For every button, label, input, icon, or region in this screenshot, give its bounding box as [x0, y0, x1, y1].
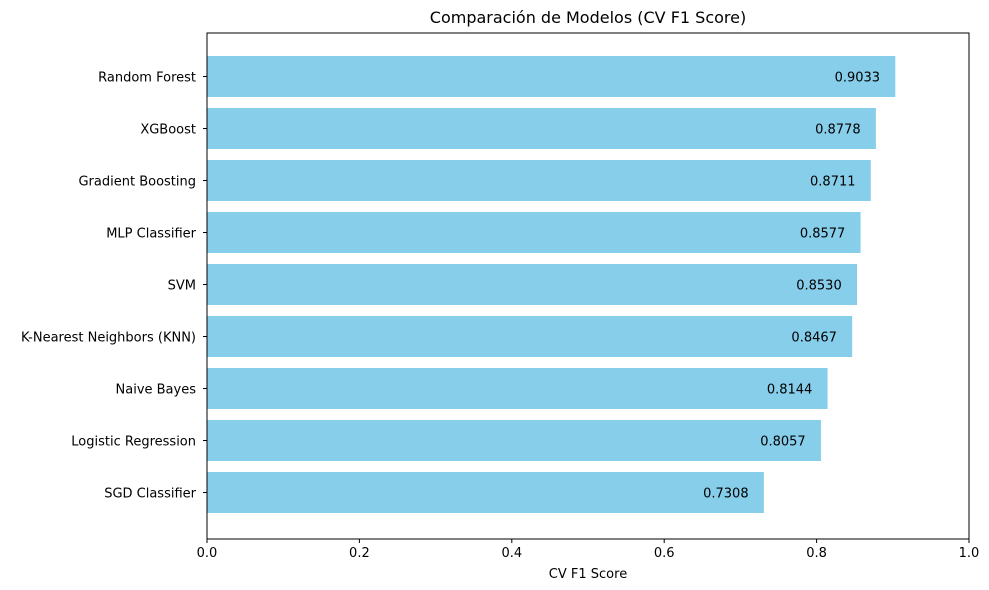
- category-label: SVM: [168, 279, 196, 294]
- ticks-layer: Random Forest XGBoost Gradient Boosting MLP…: [21, 71, 979, 562]
- value-label: 0.8530: [796, 279, 842, 294]
- chart-title: Comparación de Modelos (CV F1 Score): [430, 8, 746, 27]
- x-tick-label: 0.2: [349, 546, 370, 561]
- category-label: K-Nearest Neighbors (KNN): [21, 331, 196, 346]
- value-label: 0.8778: [815, 123, 861, 138]
- bar: [207, 472, 764, 513]
- category-label: MLP Classifier: [106, 227, 196, 242]
- bar: [207, 316, 853, 357]
- value-label: 0.8711: [810, 175, 856, 190]
- bar: [207, 420, 821, 461]
- bar: [207, 56, 896, 97]
- x-tick-label: 0.4: [501, 546, 522, 561]
- x-tick-label: 0.8: [806, 546, 827, 561]
- bar: [207, 212, 861, 253]
- category-label: XGBoost: [140, 123, 196, 138]
- x-tick-label: 0.0: [197, 546, 218, 561]
- bar: [207, 160, 871, 201]
- value-label: 0.8144: [767, 383, 813, 398]
- category-label: SGD Classifier: [104, 487, 196, 502]
- x-tick-label: 0.6: [654, 546, 675, 561]
- category-label: Random Forest: [98, 71, 196, 86]
- bar: [207, 368, 828, 409]
- value-label: 0.8577: [800, 227, 846, 242]
- bars-layer: [207, 56, 896, 513]
- value-label: 0.7308: [703, 487, 749, 502]
- category-label: Gradient Boosting: [78, 175, 196, 190]
- value-label: 0.9033: [835, 71, 881, 86]
- value-label: 0.8467: [791, 331, 837, 346]
- category-label: Naive Bayes: [116, 383, 197, 398]
- value-label: 0.8057: [760, 435, 806, 450]
- plot-frame: [206, 32, 970, 540]
- category-label: Logistic Regression: [71, 435, 196, 450]
- bar: [207, 264, 857, 305]
- x-tick-label: 1.0: [959, 546, 980, 561]
- bar: [207, 108, 876, 149]
- x-axis-label: CV F1 Score: [549, 567, 627, 582]
- labels-layer: 0.9033 0.8778 0.8711 0.8577 0.8530 0.8467 0.81…: [703, 71, 880, 502]
